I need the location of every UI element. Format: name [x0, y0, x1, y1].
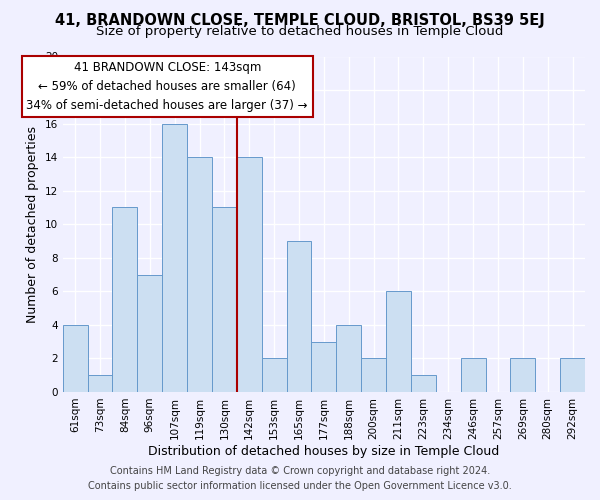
- Bar: [212, 208, 237, 392]
- Bar: [88, 375, 112, 392]
- Bar: [311, 342, 337, 392]
- Bar: [187, 157, 212, 392]
- Text: Size of property relative to detached houses in Temple Cloud: Size of property relative to detached ho…: [97, 25, 503, 38]
- Text: Contains HM Land Registry data © Crown copyright and database right 2024.
Contai: Contains HM Land Registry data © Crown c…: [88, 466, 512, 491]
- Bar: [137, 274, 162, 392]
- Bar: [511, 358, 535, 392]
- Bar: [262, 358, 287, 392]
- Bar: [287, 241, 311, 392]
- Bar: [461, 358, 485, 392]
- Bar: [63, 325, 88, 392]
- X-axis label: Distribution of detached houses by size in Temple Cloud: Distribution of detached houses by size …: [148, 444, 499, 458]
- Text: 41 BRANDOWN CLOSE: 143sqm
← 59% of detached houses are smaller (64)
34% of semi-: 41 BRANDOWN CLOSE: 143sqm ← 59% of detac…: [26, 61, 308, 112]
- Bar: [162, 124, 187, 392]
- Bar: [560, 358, 585, 392]
- Bar: [361, 358, 386, 392]
- Bar: [112, 208, 137, 392]
- Bar: [386, 292, 411, 392]
- Text: 41, BRANDOWN CLOSE, TEMPLE CLOUD, BRISTOL, BS39 5EJ: 41, BRANDOWN CLOSE, TEMPLE CLOUD, BRISTO…: [55, 12, 545, 28]
- Bar: [237, 157, 262, 392]
- Y-axis label: Number of detached properties: Number of detached properties: [26, 126, 39, 322]
- Bar: [337, 325, 361, 392]
- Bar: [411, 375, 436, 392]
